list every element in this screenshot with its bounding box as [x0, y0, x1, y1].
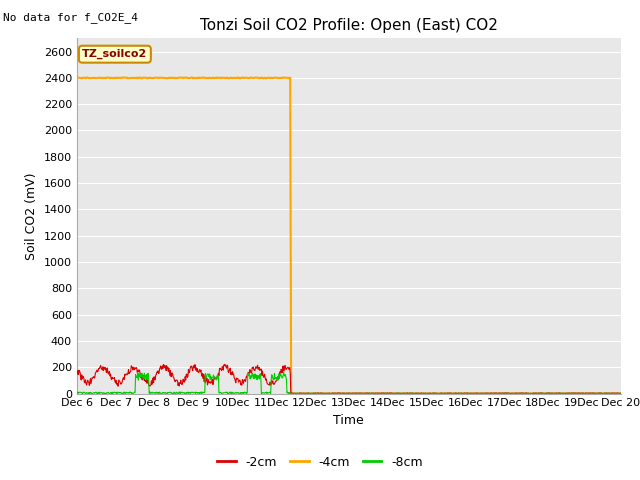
Text: TZ_soilco2: TZ_soilco2	[82, 49, 147, 60]
Text: No data for f_CO2E_4: No data for f_CO2E_4	[3, 12, 138, 23]
X-axis label: Time: Time	[333, 414, 364, 427]
Title: Tonzi Soil CO2 Profile: Open (East) CO2: Tonzi Soil CO2 Profile: Open (East) CO2	[200, 18, 498, 33]
Legend: -2cm, -4cm, -8cm: -2cm, -4cm, -8cm	[212, 451, 428, 474]
Y-axis label: Soil CO2 (mV): Soil CO2 (mV)	[25, 172, 38, 260]
